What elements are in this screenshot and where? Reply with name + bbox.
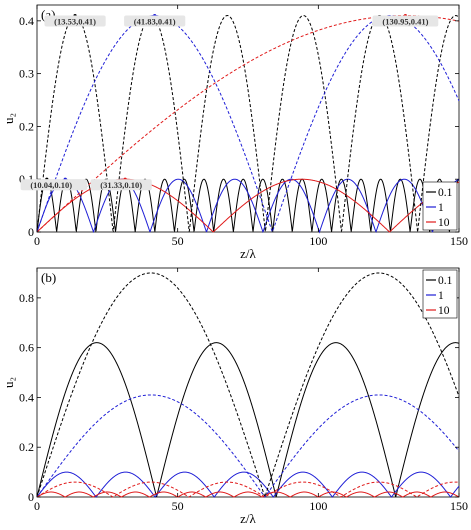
annotation-box <box>124 15 186 27</box>
y-tick-label: 0 <box>28 225 34 239</box>
x-axis-label: z/λ <box>240 246 256 261</box>
x-tick-label: 150 <box>450 234 468 248</box>
x-tick-label: 50 <box>172 499 184 513</box>
series-group <box>36 272 460 499</box>
annotation-label: (130.95,0.41) <box>382 17 428 27</box>
y-tick-label: 0.3 <box>19 67 34 81</box>
y-tick-label: 0.2 <box>19 440 34 454</box>
annotation-label: (13.53,0.41) <box>54 17 96 27</box>
series-line-dashed-dashed <box>36 272 460 499</box>
series-line-dashed-dashed <box>36 394 460 498</box>
series-line-dashed-dashed <box>36 481 460 498</box>
panel-b: 0 50 100 150 0 0.2 0.4 0.6 0.8 z/λ u₂ (b) 0.1 1 10 <box>1 267 468 526</box>
y-tick-label: 0.6 <box>19 341 34 355</box>
y-tick-label: 0.4 <box>19 390 34 404</box>
annotation-label: (41.83,0.41) <box>134 17 176 27</box>
legend-label: 1 <box>438 202 444 214</box>
plot-frame <box>36 4 460 233</box>
y-axis-label: u₂ <box>1 113 16 124</box>
legend: 0.1 1 10 <box>422 181 458 231</box>
y-tick-label: 0 <box>28 490 34 504</box>
annotation-label: (10.04,0.10) <box>30 180 72 190</box>
x-tick-label: 0 <box>34 234 40 248</box>
series-line-10-solid <box>36 491 460 498</box>
series-line-0.1-solid <box>36 342 460 498</box>
annotation-label: (31.33,0.10) <box>100 180 142 190</box>
legend-label: 1 <box>438 290 444 302</box>
legend-label: 10 <box>438 217 450 229</box>
annotation-box <box>372 15 439 27</box>
x-tick-label: 100 <box>309 234 327 248</box>
y-tick-label: 0.8 <box>19 291 34 305</box>
x-tick-label: 100 <box>309 499 327 513</box>
panel-a: 05010015000.10.20.30.4z/λu₂(a)(13.53,0.4… <box>1 4 468 261</box>
y-tick-label: 0.4 <box>19 14 34 28</box>
annotations: (13.53,0.41)(41.83,0.41)(130.95,0.41)(3.… <box>20 13 439 191</box>
axis-ticks: 0 50 100 150 0 0.2 0.4 0.6 0.8 <box>19 268 468 513</box>
annotation-box <box>20 179 82 191</box>
plot-frame <box>36 267 460 498</box>
series-group <box>36 15 460 234</box>
x-tick-label: 0 <box>34 499 40 513</box>
legend-label: 10 <box>438 305 450 317</box>
x-tick-label: 50 <box>172 234 184 248</box>
annotation-box <box>44 15 106 27</box>
legend: 0.1 1 10 <box>422 269 458 319</box>
panel-label: (b) <box>41 270 56 285</box>
legend-label: 0.1 <box>438 187 453 199</box>
x-tick-label: 150 <box>450 499 468 513</box>
x-axis-label: z/λ <box>240 511 256 526</box>
y-tick-label: 0.2 <box>19 119 34 133</box>
annotation-box <box>90 179 152 191</box>
legend-label: 0.1 <box>438 275 453 287</box>
series-line-1-solid <box>36 178 460 234</box>
y-axis-label: u₂ <box>1 377 16 388</box>
